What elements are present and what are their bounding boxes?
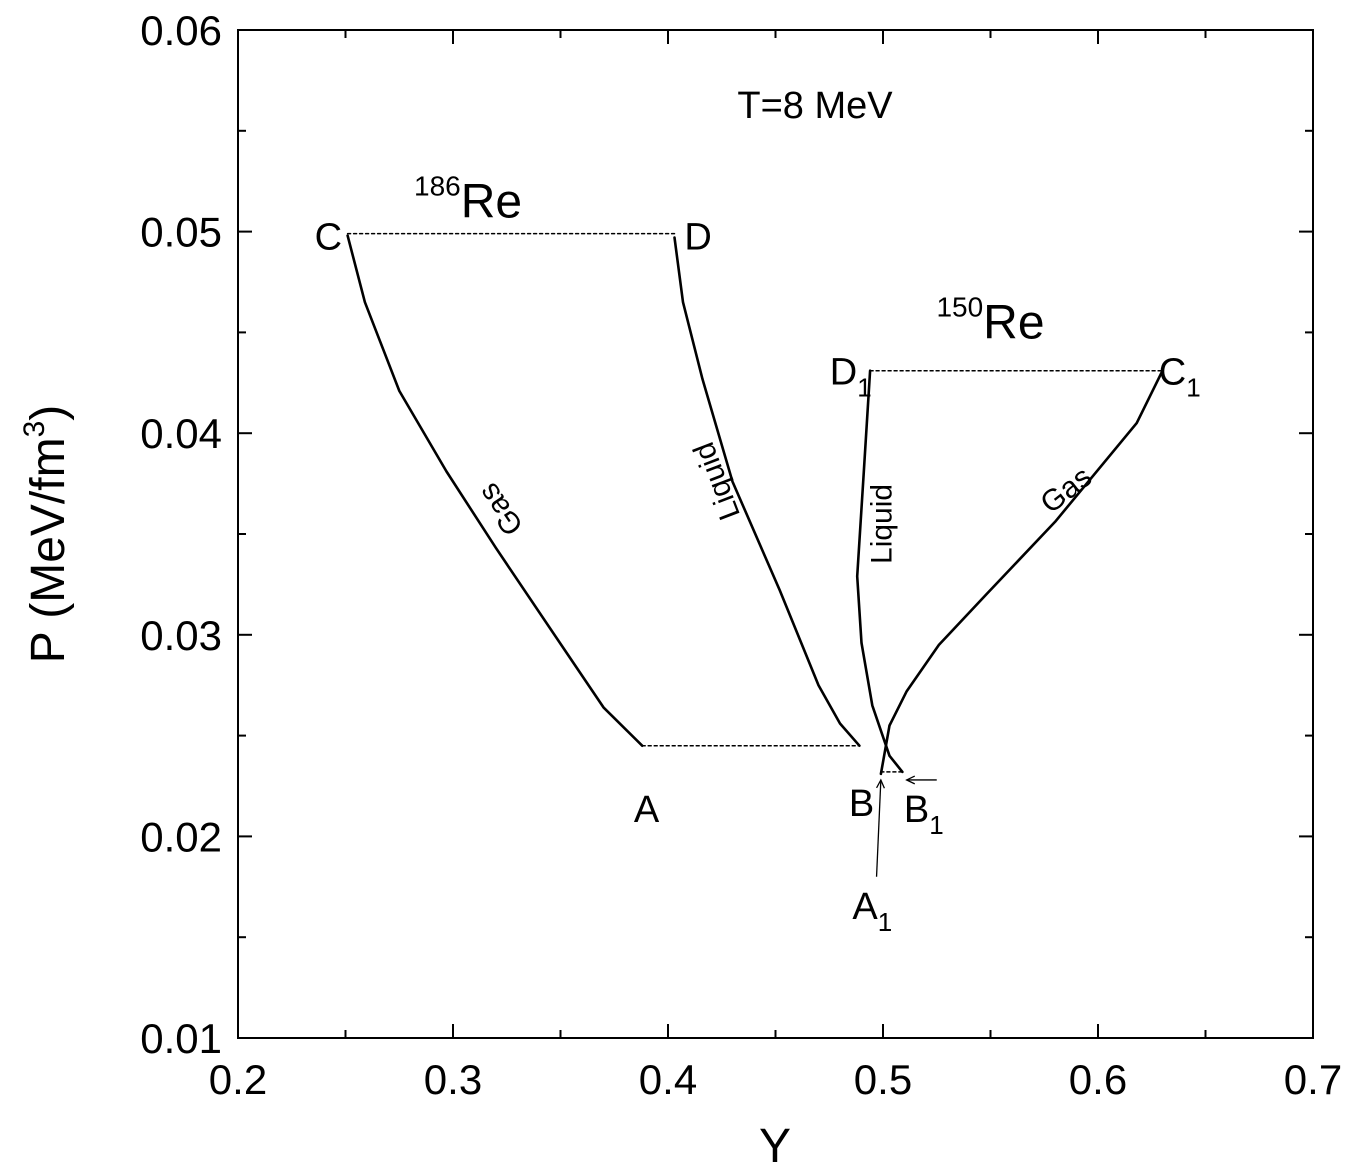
curve-label: Liquid <box>866 484 899 564</box>
nucleus-label: 186Re <box>414 170 522 228</box>
point-label-letter: D <box>830 352 857 394</box>
y-tick-label: 0.04 <box>140 410 222 457</box>
curves <box>346 232 1164 776</box>
point-label: D1 <box>830 352 872 403</box>
point-label-letter: A <box>634 789 660 831</box>
point-label-subscript: 1 <box>1186 373 1200 403</box>
y-axis-label-text: P (MeV/fm <box>22 437 75 663</box>
x-axis-label: Y <box>759 1120 791 1165</box>
curve-liquid <box>673 236 861 748</box>
point-label: A1 <box>852 886 892 937</box>
curve-label: Gas <box>1035 460 1099 520</box>
x-tick-label: 0.4 <box>639 1056 697 1103</box>
arrow-head <box>876 778 885 789</box>
point-label: C1 <box>1159 352 1201 403</box>
y-tick-label: 0.01 <box>140 1015 222 1062</box>
plot-frame <box>237 29 1314 1039</box>
tick-labels: 0.2 0.3 0.4 0.5 0.6 0.7 0.01 0.02 0.03 0.04 0.05 0.… <box>140 7 1342 1103</box>
curve-label: Gas <box>472 477 530 541</box>
point-label-subscript: 1 <box>929 810 943 840</box>
y-axis-label-superscript: 3 <box>18 421 51 438</box>
y-axis-label-close: ) <box>22 405 75 421</box>
point-label-subscript: 1 <box>878 907 892 937</box>
y-axis-label: P (MeV/fm3) <box>18 405 75 664</box>
x-tick-label: 0.5 <box>854 1056 912 1103</box>
arrow-head <box>905 775 916 785</box>
x-tick-label: 0.7 <box>1284 1056 1342 1103</box>
point-label: C <box>315 217 342 259</box>
curve-label: Liquid <box>687 438 747 525</box>
y-tick-label: 0.02 <box>140 813 222 860</box>
point-label-subscript: 1 <box>857 373 871 403</box>
point-label-letter: A <box>852 886 878 928</box>
curve-liquid <box>855 369 904 774</box>
point-label-letter: D <box>684 217 711 259</box>
y-tick-label: 0.06 <box>140 7 222 54</box>
element-symbol: Re <box>461 175 522 228</box>
curve-gas <box>879 369 1164 776</box>
point-label-letter: C <box>315 217 342 259</box>
mass-number: 150 <box>936 291 983 322</box>
x-tick-label: 0.2 <box>209 1056 267 1103</box>
ticks <box>237 29 1314 1039</box>
y-tick-label: 0.05 <box>140 209 222 256</box>
point-label-letter: B <box>849 783 874 825</box>
point-label: D <box>684 217 711 259</box>
y-tick-label: 0.03 <box>140 612 222 659</box>
curve-labels: Gas Liquid Liquid Gas <box>472 438 1098 564</box>
curve-gas <box>346 234 644 748</box>
mass-number: 186 <box>414 170 461 201</box>
temperature-label: T=8 MeV <box>737 85 893 127</box>
x-tick-label: 0.6 <box>1069 1056 1127 1103</box>
element-symbol: Re <box>983 296 1044 349</box>
point-label: B <box>849 783 874 825</box>
x-tick-label: 0.3 <box>424 1056 482 1103</box>
point-label-letter: B <box>904 789 929 831</box>
point-label: A <box>634 789 660 831</box>
nucleus-label: 150Re <box>936 291 1044 349</box>
point-label: B1 <box>904 789 944 840</box>
arrow-line <box>875 779 882 877</box>
arrows <box>875 775 937 877</box>
point-label-letter: C <box>1159 352 1186 394</box>
